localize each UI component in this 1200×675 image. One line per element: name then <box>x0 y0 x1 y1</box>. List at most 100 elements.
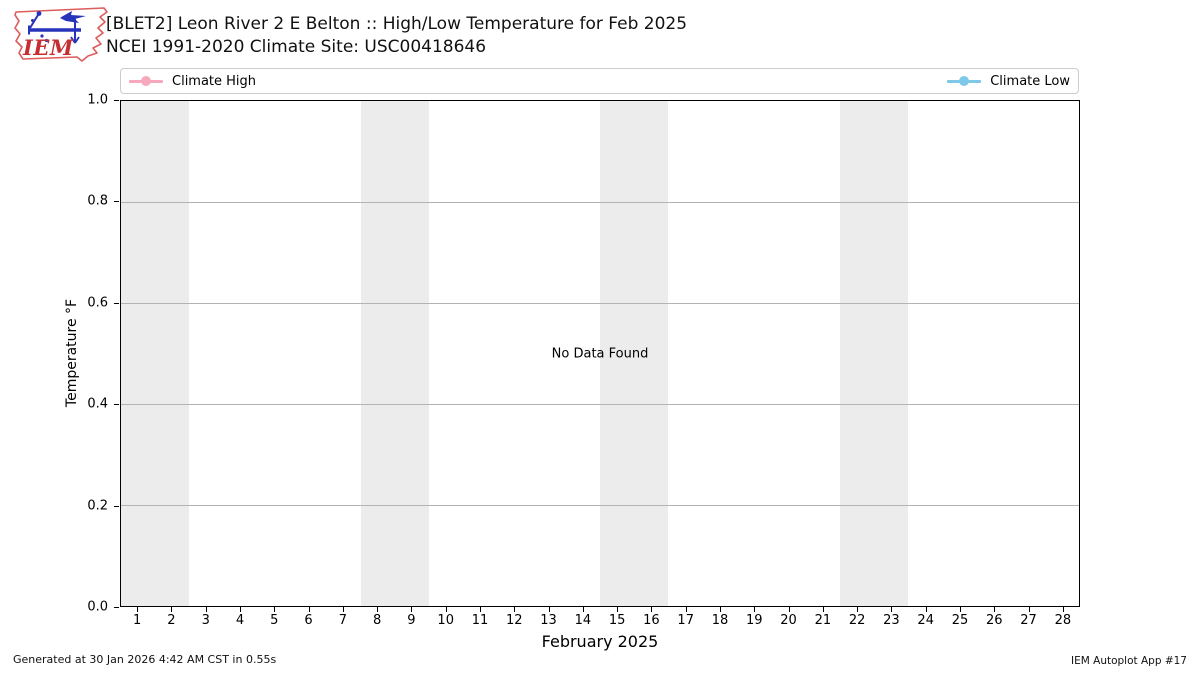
x-axis-tick-marks <box>120 607 1080 613</box>
x-tick-label: 24 <box>917 613 934 628</box>
x-tick-mark <box>582 607 584 612</box>
x-axis-title: February 2025 <box>541 632 659 651</box>
x-tick-mark <box>1062 607 1064 612</box>
weather-vane-drawing <box>28 11 86 44</box>
chart-title-line2: NCEI 1991-2020 Climate Site: USC00418646 <box>106 37 487 57</box>
gridline <box>121 404 1079 405</box>
x-tick-mark <box>822 607 824 612</box>
x-tick-label: 22 <box>848 613 866 628</box>
y-tick-label: 0.4 <box>87 396 108 412</box>
x-tick-mark <box>857 607 859 612</box>
y-tick-mark <box>114 302 119 304</box>
x-tick-mark <box>754 607 756 612</box>
legend-entry-climate-low: Climate Low <box>947 74 1070 89</box>
x-tick-mark <box>342 607 344 612</box>
y-tick-mark <box>114 607 119 608</box>
x-tick-label: 25 <box>951 613 969 628</box>
no-data-message: No Data Found <box>551 346 649 361</box>
x-tick-mark <box>171 607 173 612</box>
x-tick-label: 7 <box>338 613 347 628</box>
y-axis-title: Temperature °F <box>64 298 80 408</box>
x-tick-mark <box>685 607 687 612</box>
x-tick-mark <box>308 607 310 612</box>
iowa-outline-shape <box>14 7 108 62</box>
x-tick-label: 4 <box>235 613 245 628</box>
gridline <box>121 303 1079 304</box>
x-tick-label: 8 <box>373 613 382 628</box>
y-tick-label: 0.0 <box>87 599 108 615</box>
x-tick-mark <box>891 607 893 612</box>
x-axis-tick-labels: 1 2 3 4 5 6 7 8 9 10 11 12 13 14 15 16 17 18 19 20 21 22 23 24 2… <box>120 613 1080 630</box>
x-tick-mark <box>137 607 139 612</box>
x-tick-mark <box>411 607 413 612</box>
x-tick-mark <box>548 607 550 612</box>
legend-entry-climate-high: Climate High <box>129 74 256 89</box>
y-tick-mark <box>114 505 119 507</box>
x-tick-mark <box>377 607 379 612</box>
x-tick-mark <box>445 607 447 612</box>
x-tick-label: 15 <box>608 613 626 628</box>
x-tick-mark <box>788 607 790 612</box>
y-tick-label: 0.6 <box>87 295 108 311</box>
y-tick-label: 0.8 <box>87 193 108 209</box>
climate-low-marker-icon <box>947 76 982 87</box>
legend: Climate High Climate Low <box>120 68 1079 94</box>
x-tick-mark <box>925 607 927 612</box>
iem-logo-text: IEM <box>22 35 74 60</box>
chart-title-block: [BLET2] Leon River 2 E Belton :: High/Lo… <box>106 13 687 59</box>
y-tick-mark <box>114 201 119 203</box>
y-tick-mark <box>114 100 119 101</box>
app-credit: IEM Autoplot App #17 <box>1071 655 1187 667</box>
x-tick-mark <box>480 607 481 612</box>
x-tick-label: 14 <box>574 613 592 628</box>
x-tick-label: 17 <box>677 613 694 628</box>
x-tick-label: 11 <box>471 613 489 628</box>
x-tick-label: 13 <box>540 613 557 628</box>
legend-label-climate-low: Climate Low <box>990 73 1070 89</box>
x-tick-label: 23 <box>883 613 900 628</box>
generated-timestamp: Generated at 30 Jan 2026 4:42 AM CST in … <box>13 653 277 666</box>
iem-logo: IEM <box>14 7 108 62</box>
x-tick-label: 6 <box>304 613 313 628</box>
x-tick-mark <box>617 607 619 612</box>
x-tick-label: 19 <box>746 613 763 628</box>
chart-title-line1: [BLET2] Leon River 2 E Belton :: High/Lo… <box>106 14 688 34</box>
y-tick-label: 0.2 <box>87 498 108 514</box>
weekend-band <box>600 101 669 606</box>
x-tick-label: 28 <box>1054 613 1072 628</box>
x-tick-label: 26 <box>986 613 1003 628</box>
plot-area: No Data Found <box>120 100 1080 607</box>
weekend-band <box>839 101 908 606</box>
legend-label-climate-high: Climate High <box>172 73 257 89</box>
climate-high-marker-icon <box>129 76 163 87</box>
gridline <box>121 202 1079 203</box>
weekend-band <box>360 101 429 606</box>
x-tick-mark <box>240 607 241 612</box>
x-tick-label: 2 <box>167 613 176 628</box>
x-tick-mark <box>994 607 996 612</box>
x-tick-label: 21 <box>814 613 832 628</box>
x-tick-label: 27 <box>1020 613 1037 628</box>
weekend-band <box>121 101 190 606</box>
x-tick-mark <box>1028 607 1030 612</box>
x-tick-mark <box>720 607 721 612</box>
x-tick-mark <box>274 607 276 612</box>
x-tick-label: 9 <box>407 613 416 628</box>
x-tick-mark <box>960 607 961 612</box>
x-tick-mark <box>514 607 516 612</box>
y-tick-mark <box>114 404 119 406</box>
x-tick-mark <box>205 607 207 612</box>
x-tick-label: 18 <box>711 613 729 628</box>
x-tick-label: 16 <box>643 613 660 628</box>
x-tick-label: 3 <box>201 613 210 628</box>
y-axis-tick-labels: 0.0 0.2 0.4 0.6 0.8 1.0 <box>55 93 108 615</box>
gridline <box>121 505 1079 506</box>
y-axis-tick-marks <box>114 100 120 608</box>
x-tick-mark <box>651 607 653 612</box>
x-tick-label: 12 <box>506 613 523 628</box>
x-tick-label: 1 <box>133 613 142 628</box>
y-tick-label: 1.0 <box>87 92 108 108</box>
x-tick-label: 20 <box>780 613 797 628</box>
x-tick-label: 5 <box>270 613 279 628</box>
